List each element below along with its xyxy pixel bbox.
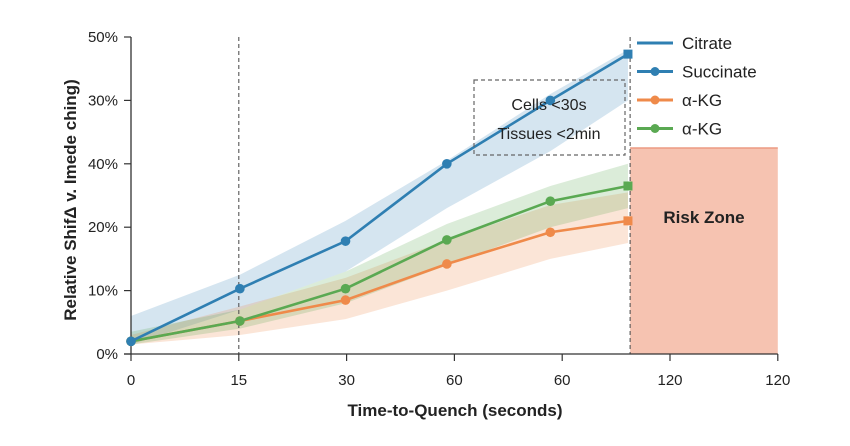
data-point: [623, 216, 633, 226]
annotation-line-1: Cells <30s: [511, 97, 586, 114]
legend-marker: [650, 67, 660, 76]
data-point: [623, 49, 633, 59]
y-tick-label: 30%: [88, 92, 118, 109]
data-point: [545, 196, 556, 207]
x-tick-label: 120: [765, 372, 790, 389]
data-point: [340, 236, 351, 246]
data-point: [235, 283, 245, 294]
y-tick-label: 10%: [88, 283, 118, 300]
data-point: [340, 283, 351, 294]
confidence-band-1: [131, 192, 628, 345]
x-tick-label: 0: [127, 372, 135, 389]
confidence-band-2: [131, 163, 628, 345]
x-tick-label: 120: [657, 372, 682, 389]
y-tick-label: 20%: [88, 219, 118, 236]
data-point: [623, 181, 633, 191]
legend-label: Citrate: [682, 34, 732, 53]
data-point: [545, 95, 556, 106]
legend-label: α-KG: [682, 91, 722, 110]
data-point: [545, 227, 556, 238]
annotation-box: Cells <30s Tissues <2min: [473, 79, 626, 156]
x-tick-label: 60: [554, 372, 571, 389]
y-tick-label: 40%: [88, 156, 118, 173]
y-tick-label: 50%: [88, 29, 118, 46]
annotation-line-2: Tissues <2min: [498, 126, 601, 143]
x-tick-label: 60: [446, 372, 463, 389]
legend-label: Succinate: [682, 63, 757, 82]
data-point: [235, 316, 245, 326]
y-axis-label: Relative ShifΔ v. Imede ching): [61, 79, 80, 320]
x-tick-label: 15: [230, 372, 247, 389]
legend-marker: [650, 124, 660, 133]
data-point: [442, 259, 452, 269]
legend-marker: [650, 95, 660, 105]
legend: Citrate Succinate α-KG α-KG: [637, 34, 757, 139]
risk-zone-label: Risk Zone: [663, 208, 744, 227]
x-tick-label: 30: [338, 372, 355, 389]
x-axis-label: Time-to-Quench (seconds): [347, 401, 562, 420]
data-point: [340, 295, 351, 305]
data-point: [442, 159, 452, 169]
confidence-band-0: [131, 49, 628, 345]
y-tick-label: 0%: [96, 346, 118, 363]
data-point: [126, 336, 136, 347]
data-point: [442, 235, 452, 245]
series-line-0: [130, 53, 629, 343]
risk-zone: [630, 147, 778, 354]
legend-label: α-KG: [682, 120, 722, 139]
series-line-2: [130, 184, 629, 343]
